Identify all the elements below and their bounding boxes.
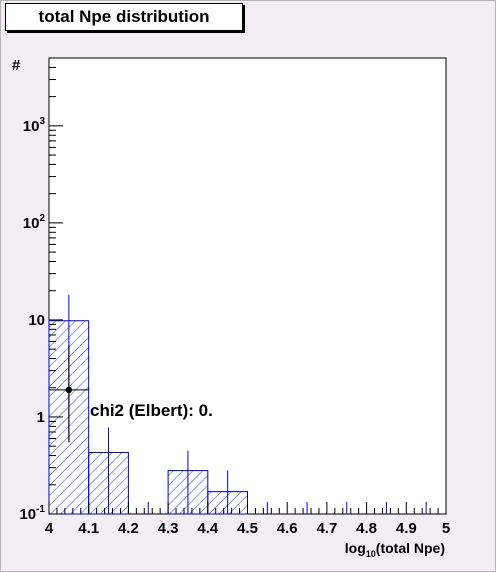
- y-tick-label-base: 10: [23, 118, 40, 135]
- x-tick-label: 4.2: [118, 520, 139, 537]
- x-tick-label: 4.9: [396, 520, 417, 537]
- y-tick-label-exp: -1: [36, 504, 45, 515]
- x-tick-label: 5: [442, 520, 450, 537]
- y-tick-label: 10: [28, 312, 45, 329]
- x-axis-label-rest: (total Npe): [376, 540, 445, 556]
- x-tick-label: 4.5: [237, 520, 258, 537]
- y-tick-label: 103: [23, 116, 46, 135]
- x-axis-label: log10(total Npe): [345, 540, 445, 559]
- data-point: [65, 386, 73, 394]
- x-tick-label: 4.3: [158, 520, 179, 537]
- chart-title: total Npe distribution: [5, 3, 243, 31]
- y-tick-label-exp: 2: [39, 213, 45, 224]
- x-axis-label-sub: 10: [366, 549, 376, 559]
- y-tick-label-exp: 3: [39, 116, 45, 127]
- x-axis-label-base: log: [345, 540, 366, 556]
- chi2-annotation: chi2 (Elbert): 0.: [90, 401, 213, 420]
- y-axis-label: #: [12, 57, 21, 74]
- y-tick-label: 10-1: [19, 504, 45, 523]
- y-tick-label: 102: [23, 213, 46, 232]
- x-tick-label: 4.1: [78, 520, 99, 537]
- x-tick-label: 4.4: [197, 520, 219, 537]
- y-tick-label: 1: [37, 409, 45, 426]
- x-tick-label: 4.7: [316, 520, 337, 537]
- y-tick-label-base: 10: [28, 312, 45, 329]
- x-tick-label: 4.6: [277, 520, 298, 537]
- y-tick-label-base: 10: [19, 506, 36, 523]
- plot-frame: [48, 57, 447, 515]
- reference-points: [49, 345, 89, 443]
- x-tick-label: 4.8: [356, 520, 377, 537]
- x-tick-label: 4: [45, 520, 54, 537]
- x-axis-ticks: 4 4.1 4.2 4.3 4.4 4.5 4.6 4.7 4.8 4.9 5: [45, 502, 450, 537]
- y-tick-label-base: 10: [23, 215, 40, 232]
- y-tick-label-base: 1: [37, 409, 45, 426]
